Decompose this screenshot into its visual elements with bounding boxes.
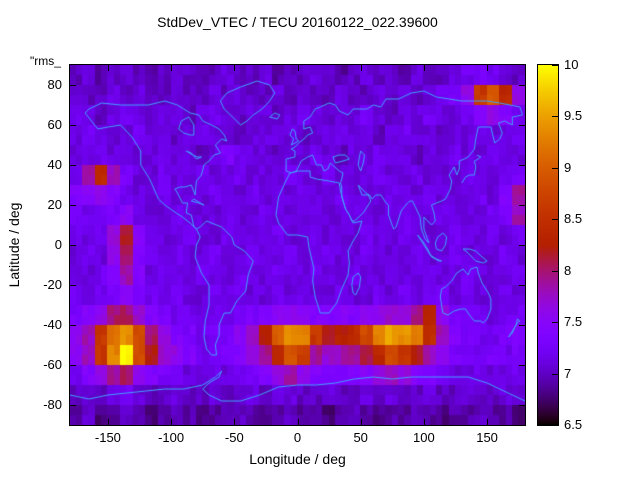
- y-tick-mark: [70, 405, 76, 406]
- y-tick-mark: [70, 285, 76, 286]
- y-tick-mark: [70, 365, 76, 366]
- x-tick-mark-top: [107, 65, 109, 71]
- y-tick-label: 0: [54, 237, 62, 252]
- y-tick-mark-right: [519, 285, 525, 286]
- y-tick-mark-right: [519, 165, 525, 166]
- x-tick-label: 150: [476, 430, 498, 445]
- y-tick-mark-right: [519, 405, 525, 406]
- heatmap-canvas: [70, 65, 525, 425]
- y-tick-label: 20: [47, 197, 62, 212]
- y-tick-mark: [70, 165, 76, 166]
- colorbar-tick-label: 9: [564, 159, 572, 175]
- y-tick-label: -20: [43, 277, 62, 292]
- colorbar-tick-label: 8.5: [564, 211, 583, 227]
- colorbar-tick-mark: [552, 167, 558, 169]
- y-tick-mark-right: [519, 245, 525, 246]
- x-axis-label: Longitude / deg: [249, 451, 346, 467]
- x-tick-mark-top: [234, 65, 236, 71]
- y-tick-mark: [70, 85, 76, 86]
- x-tick-mark-top: [297, 65, 299, 71]
- colorbar-tick-mark: [552, 65, 558, 66]
- x-tick-label: 0: [293, 430, 302, 445]
- y-tick-mark-right: [519, 205, 525, 206]
- colorbar-tick-label: 10: [564, 57, 579, 72]
- colorbar-tick-label: 8: [564, 262, 572, 278]
- y-tick-label: -40: [43, 317, 62, 332]
- x-tick-mark: [423, 419, 425, 425]
- x-tick-mark-top: [171, 65, 173, 71]
- x-tick-mark: [360, 419, 362, 425]
- x-tick-mark: [107, 419, 109, 425]
- y-tick-label: 40: [47, 157, 62, 172]
- x-tick-label: -100: [158, 430, 185, 445]
- x-tick-mark: [487, 419, 489, 425]
- colorbar-tick-label: 7.5: [564, 314, 583, 330]
- y-tick-label: -60: [43, 357, 62, 372]
- y-tick-label: 60: [47, 117, 62, 132]
- colorbar-tick-mark: [552, 270, 558, 272]
- x-tick-label: -50: [224, 430, 244, 445]
- y-tick-mark: [70, 125, 76, 126]
- colorbar-tick-mark: [552, 425, 558, 426]
- colorbar-tick-label: 7: [564, 365, 572, 381]
- colorbar-canvas: [538, 65, 558, 425]
- x-tick-mark-top: [487, 65, 489, 71]
- x-tick-label: -150: [94, 430, 121, 445]
- y-tick-label: 80: [47, 77, 62, 92]
- y-tick-mark-right: [519, 85, 525, 86]
- x-tick-mark: [234, 419, 236, 425]
- y-tick-mark: [70, 245, 76, 246]
- colorbar-tick-mark: [552, 373, 558, 375]
- x-tick-label: 50: [353, 430, 368, 445]
- y-tick-mark: [70, 205, 76, 206]
- colorbar-tick-mark: [552, 219, 558, 221]
- x-tick-mark-top: [423, 65, 425, 71]
- colorbar-tick-label: 6.5: [564, 417, 583, 432]
- x-tick-mark-top: [360, 65, 362, 71]
- x-tick-label: 100: [413, 430, 435, 445]
- x-tick-mark: [171, 419, 173, 425]
- y-tick-mark-right: [519, 325, 525, 326]
- y-tick-label: -80: [43, 397, 62, 412]
- y-tick-mark-right: [519, 125, 525, 126]
- chart-title: StdDev_VTEC / TECU 20160122_022.39600: [157, 14, 438, 30]
- y-tick-mark: [70, 325, 76, 326]
- y-tick-mark-right: [519, 365, 525, 366]
- colorbar-tick-mark: [552, 116, 558, 118]
- colorbar-tick-label: 9.5: [564, 108, 583, 124]
- colorbar-tick-mark: [552, 322, 558, 324]
- corner-label: "rms_: [30, 54, 61, 68]
- x-tick-mark: [297, 419, 299, 425]
